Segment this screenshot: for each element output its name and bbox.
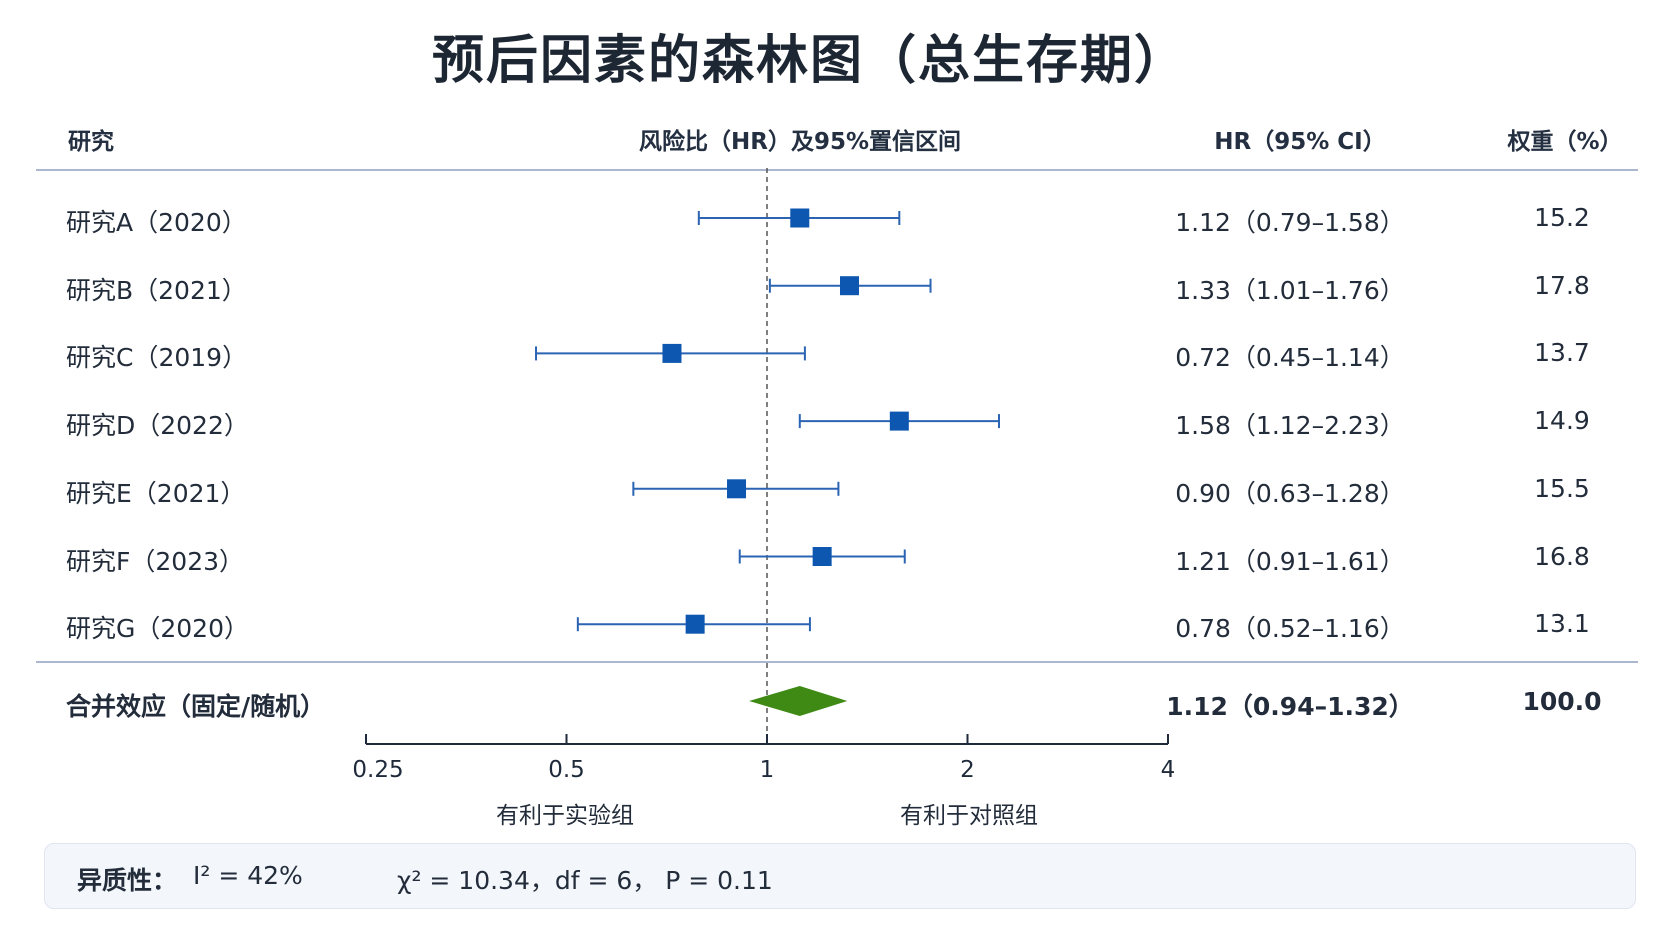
study-label: 研究E（2021） bbox=[66, 478, 246, 508]
header-study: 研究 bbox=[68, 129, 114, 155]
study-label: 研究C（2019） bbox=[66, 343, 248, 373]
pooled-weight: 100.0 bbox=[1522, 687, 1602, 716]
heterogeneity-chi-square: χ² = 10.34，df = 6， P = 0.11 bbox=[397, 866, 773, 895]
study-ci-text: 1.33（1.01–1.76） bbox=[1175, 275, 1405, 305]
point-estimate bbox=[727, 479, 747, 499]
x-tick-label: 0.5 bbox=[548, 757, 585, 783]
study-label: 研究A（2020） bbox=[66, 208, 247, 237]
header-weight: 权重（%） bbox=[1507, 129, 1623, 155]
x-tick-label: 0.25 bbox=[352, 757, 403, 783]
header-ci: HR（95% CI） bbox=[1214, 129, 1386, 155]
favors-experimental-label: 有利于实验组 bbox=[496, 803, 634, 829]
study-label: 研究F（2023） bbox=[66, 546, 245, 576]
study-weight: 14.9 bbox=[1534, 406, 1590, 436]
pooled-divider bbox=[36, 661, 1638, 663]
study-weight: 15.2 bbox=[1534, 203, 1590, 232]
study-weight: 13.7 bbox=[1534, 338, 1590, 368]
study-ci-text: 0.90（0.63–1.28） bbox=[1175, 478, 1405, 508]
pooled-diamond bbox=[749, 686, 848, 716]
study-label: 研究D（2022） bbox=[66, 411, 249, 441]
study-weight: 17.8 bbox=[1534, 270, 1590, 300]
x-tick-label: 2 bbox=[960, 757, 975, 783]
heterogeneity-label: 异质性： bbox=[77, 866, 178, 895]
x-tick-label: 1 bbox=[760, 757, 775, 783]
study-ci-text: 1.12（0.79–1.58） bbox=[1175, 208, 1405, 237]
study-label: 研究B（2021） bbox=[66, 275, 247, 305]
study-weight: 15.5 bbox=[1534, 473, 1590, 503]
study-weight: 16.8 bbox=[1534, 541, 1590, 571]
x-tick-label: 4 bbox=[1161, 757, 1176, 783]
study-ci-text: 1.58（1.12–2.23） bbox=[1175, 411, 1405, 441]
header-hazard-ratio: 风险比（HR）及95%置信区间 bbox=[638, 129, 961, 155]
chart-title: 预后因素的森林图（总生存期） bbox=[431, 31, 1188, 91]
heterogeneity-panel: 异质性： I² = 42% χ² = 10.34，df = 6， P = 0.1… bbox=[44, 843, 1636, 909]
point-estimate bbox=[685, 614, 705, 634]
study-ci-text: 0.78（0.52–1.16） bbox=[1175, 614, 1405, 644]
heterogeneity-i2: I² = 42% bbox=[193, 861, 303, 890]
pooled-ci-text: 1.12（0.94–1.32） bbox=[1166, 692, 1414, 721]
favors-control-label: 有利于对照组 bbox=[900, 803, 1038, 829]
study-label: 研究G（2020） bbox=[66, 614, 249, 644]
point-estimate bbox=[839, 276, 859, 296]
pooled-label: 合并效应（固定/随机） bbox=[66, 692, 326, 721]
header-divider bbox=[36, 169, 1638, 171]
point-estimate bbox=[790, 208, 810, 228]
point-estimate bbox=[662, 343, 682, 363]
study-ci-text: 0.72（0.45–1.14） bbox=[1175, 343, 1405, 373]
study-ci-text: 1.21（0.91–1.61） bbox=[1175, 546, 1405, 576]
point-estimate bbox=[889, 411, 909, 431]
point-estimate bbox=[812, 547, 832, 566]
study-weight: 13.1 bbox=[1534, 609, 1590, 639]
